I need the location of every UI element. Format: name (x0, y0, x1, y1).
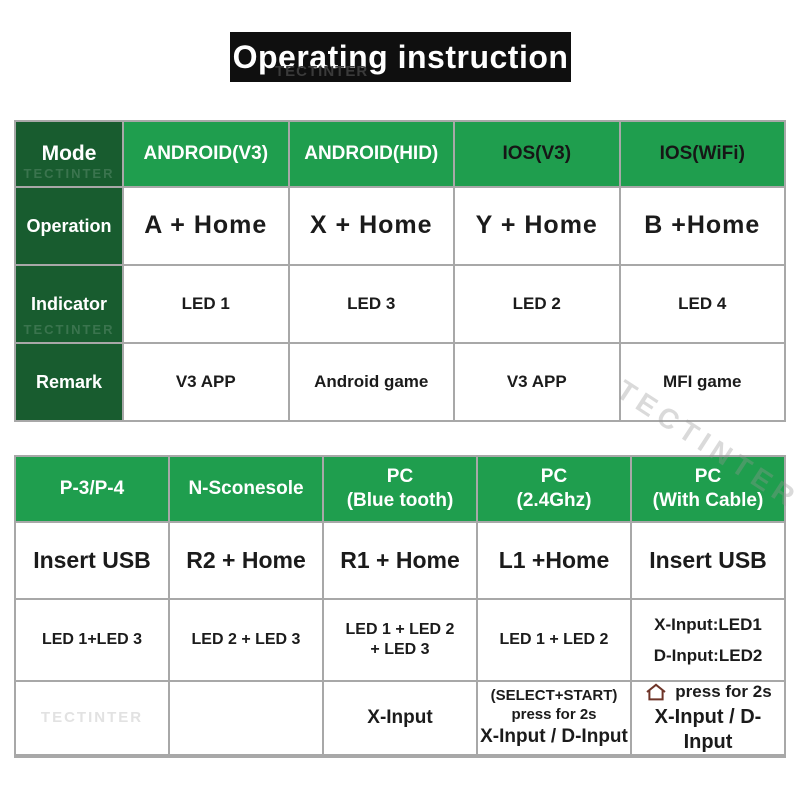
cell-value: X + Home (309, 211, 433, 240)
cell-line2: X-Input / D-Input (654, 706, 762, 754)
header-label: ANDROID(HID) (304, 143, 439, 165)
cell-value: R1 + Home (340, 547, 460, 574)
operation-android-hid: X + Home (289, 188, 453, 264)
header-android-hid: ANDROID(HID) (289, 122, 453, 186)
remark-android-hid: Android game (289, 344, 453, 420)
t2-operation-bluetooth: R1 + Home (324, 523, 476, 598)
header-label: IOS(V3) (502, 143, 572, 165)
cell-line1: X-Input:LED1 (654, 614, 762, 634)
t2-indicator-bluetooth: LED 1 + LED 2 + LED 3 (324, 600, 476, 680)
indicator-ios-wifi: LED 4 (620, 266, 784, 342)
console-table: P-3/P-4 N-Sconesole PC (Blue tooth) PC (… (14, 455, 786, 758)
header-line2: (2.4Ghz) (516, 490, 592, 511)
row-label: Operation (26, 215, 112, 236)
cell-value: LED 1+LED 3 (41, 631, 143, 648)
row-label: Indicator (30, 293, 107, 314)
cell-line2: press for 2s (511, 706, 597, 724)
t2-extra-cable: press for 2s X-Input / D-Input (632, 682, 784, 754)
row-label-indicator: Indicator TECTINTER (16, 266, 122, 342)
cell-value: X-Input (367, 707, 433, 729)
header-line1: PC (386, 466, 414, 488)
t2-extra-p3p4: TECTINTER (16, 682, 168, 754)
indicator-android-v3: LED 1 (124, 266, 288, 342)
cell-value: MFI game (663, 372, 742, 392)
mode-table-corner: Mode TECTINTER (16, 122, 122, 186)
watermark-mode-cell: TECTINTER (23, 165, 115, 181)
cell-line2: + LED 3 (370, 641, 430, 658)
cell-value: A + Home (144, 211, 268, 240)
cell-line1: press for 2s (675, 681, 772, 701)
cable-press-row: press for 2s (644, 681, 772, 702)
header-pc-24ghz: PC (2.4Ghz) (478, 457, 630, 521)
header-line2: (With Cable) (652, 490, 764, 511)
cell-value: V3 APP (175, 372, 236, 392)
cell-value: LED 2 (512, 294, 561, 314)
corner-label: Mode (41, 141, 97, 165)
t2-operation-sconesole: R2 + Home (170, 523, 322, 598)
cell-value: Android game (314, 372, 429, 392)
header-ios-wifi: IOS(WiFi) (620, 122, 784, 186)
remark-android-v3: V3 APP (124, 344, 288, 420)
cell-value: LED 3 (347, 294, 396, 314)
cell-line1: (SELECT+START) (490, 687, 618, 705)
header-android-v3: ANDROID(V3) (124, 122, 288, 186)
header-label: IOS(WiFi) (659, 143, 745, 165)
operation-android-v3: A + Home (124, 188, 288, 264)
header-p3-p4: P-3/P-4 (16, 457, 168, 521)
header-line2: (Blue tooth) (346, 490, 454, 511)
page-title: Operating instruction TECTINTER (230, 32, 571, 82)
row-label-remark: Remark (16, 344, 122, 420)
home-icon (646, 683, 666, 700)
indicator-ios-v3: LED 2 (455, 266, 619, 342)
cell-value: LED 1 + LED 2 (499, 631, 609, 648)
cell-value: Insert USB (33, 547, 151, 574)
row-label: Remark (35, 371, 103, 392)
cell-value: V3 APP (506, 372, 567, 392)
t2-operation-p3p4: Insert USB (16, 523, 168, 598)
watermark-bottom-cell: TECTINTER (40, 708, 144, 726)
t2-extra-24ghz: (SELECT+START) press for 2s X-Input / D-… (478, 682, 630, 754)
operation-ios-v3: Y + Home (455, 188, 619, 264)
watermark-indicator-cell: TECTINTER (23, 321, 115, 337)
header-line1: PC (540, 466, 568, 488)
t2-operation-cable: Insert USB (632, 523, 784, 598)
t2-extra-sconesole (170, 682, 322, 754)
t2-operation-24ghz: L1 +Home (478, 523, 630, 598)
header-line1: N-Sconesole (188, 478, 304, 500)
cell-value: Y + Home (475, 211, 598, 240)
cell-value: B +Home (644, 211, 761, 240)
cell-value: LED 2 + LED 3 (191, 631, 301, 648)
indicator-android-hid: LED 3 (289, 266, 453, 342)
cell-line1: LED 1 + LED 2 (345, 621, 455, 638)
header-n-sconesole: N-Sconesole (170, 457, 322, 521)
page-title-text: Operating instruction (232, 38, 569, 75)
cell-value: L1 +Home (498, 547, 610, 574)
t2-extra-bluetooth: X-Input (324, 682, 476, 754)
header-line1: P-3/P-4 (59, 478, 125, 500)
mode-table: Mode TECTINTER ANDROID(V3) ANDROID(HID) … (14, 120, 786, 422)
t2-indicator-sconesole: LED 2 + LED 3 (170, 600, 322, 680)
header-line1: PC (694, 466, 722, 488)
cell-line2: D-Input:LED2 (653, 646, 763, 665)
cell-value: R2 + Home (186, 547, 306, 574)
header-label: ANDROID(V3) (143, 143, 269, 165)
cell-value: LED 4 (678, 294, 727, 314)
t2-indicator-p3p4: LED 1+LED 3 (16, 600, 168, 680)
cell-value: LED 1 (181, 294, 230, 314)
remark-ios-v3: V3 APP (455, 344, 619, 420)
operation-ios-wifi: B +Home (620, 188, 784, 264)
header-pc-cable: PC (With Cable) (632, 457, 784, 521)
header-pc-bluetooth: PC (Blue tooth) (324, 457, 476, 521)
t2-indicator-24ghz: LED 1 + LED 2 (478, 600, 630, 680)
cell-value: Insert USB (649, 547, 767, 574)
t2-indicator-cable: X-Input:LED1 D-Input:LED2 (632, 600, 784, 680)
row-label-operation: Operation (16, 188, 122, 264)
header-ios-v3: IOS(V3) (455, 122, 619, 186)
cell-line3: X-Input / D-Input (480, 725, 628, 747)
remark-ios-wifi: MFI game (620, 344, 784, 420)
